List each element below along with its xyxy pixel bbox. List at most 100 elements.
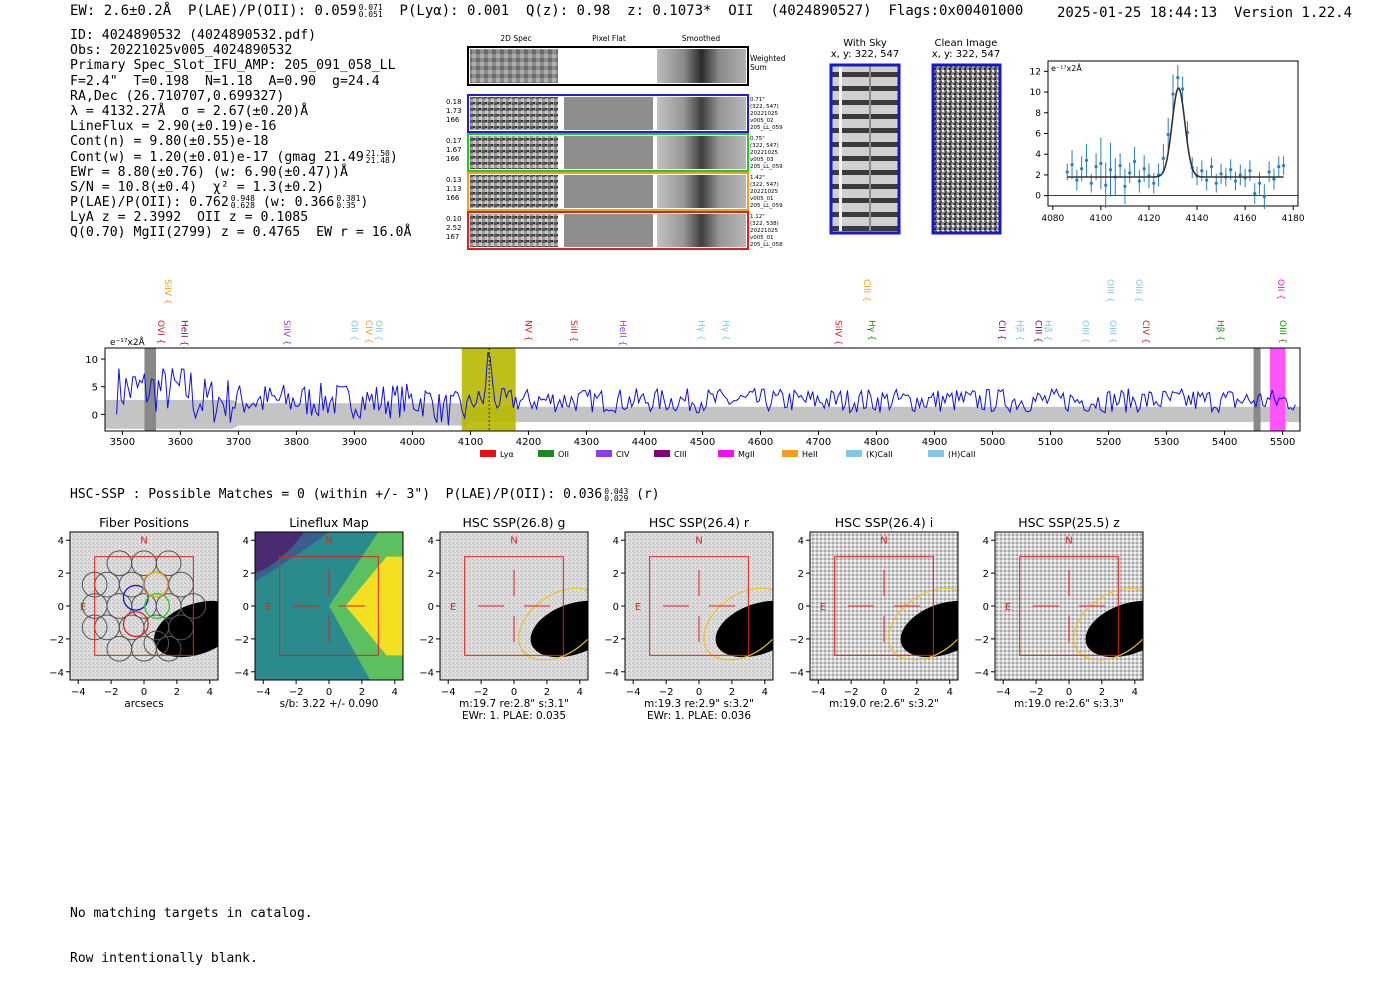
- zoom-xtick-label: 4080: [1041, 214, 1064, 224]
- cutout-2d-3: [470, 214, 558, 247]
- legend-swatch: [718, 450, 734, 457]
- cutout-meta-2-3: v005_01: [750, 196, 774, 202]
- cutout-meta-3-2: 20221025: [750, 228, 778, 234]
- zoom-ytick-label: 4: [1035, 150, 1041, 160]
- spec-xtick-label: 4600: [748, 437, 773, 448]
- zoom-point: [1089, 181, 1093, 185]
- cutout-meta-2-0: 1.42": [750, 175, 765, 181]
- zoom-point: [1132, 159, 1137, 164]
- clean-coords: x, y: 322, 547: [931, 49, 1001, 60]
- panel-ytick-label: −4: [419, 668, 434, 679]
- info-primary: Primary Spec_Slot_IFU_AMP: 205_091_058_L…: [70, 58, 396, 74]
- legend-label: CIII: [674, 450, 687, 459]
- weighted-label-1: Weighted: [750, 54, 786, 63]
- zoom-model-line: [1067, 87, 1284, 178]
- contw-text: Cont(w) = 1.20(±0.01)e-17 (gmag 21.49: [70, 149, 364, 165]
- spec-line-label: Hβ {: [1014, 320, 1024, 341]
- cutout-2d-2: [470, 175, 558, 208]
- zoom-point: [1080, 167, 1084, 171]
- panel-ytick-label: 0: [58, 602, 64, 613]
- weighted-2d: [470, 49, 558, 83]
- panel-ytick-label: 2: [798, 569, 804, 580]
- footer-line1: No matching targets in catalog.: [70, 906, 313, 921]
- spec-line-label: SiIV {: [281, 320, 291, 346]
- zoom-point: [1219, 172, 1223, 176]
- detect-id: (4024890527): [770, 3, 872, 19]
- cutout-meta-2-4: 205_LL_059: [750, 203, 783, 209]
- galaxy-ellipse: [518, 587, 588, 661]
- cutout-2d-1: [470, 136, 558, 169]
- info-contn: Cont(n) = 9.80(±0.55)e-18: [70, 134, 269, 150]
- cutout-meta-0-3: v005_02: [750, 118, 774, 124]
- header-line: EW: 2.6±0.2Å P(LAE)/P(OII): 0.059 0.071 0.…: [70, 3, 1023, 19]
- panel-title: HSC SSP(25.5) z: [1018, 515, 1120, 530]
- east-label: E: [450, 602, 456, 613]
- panel-ytick-label: 2: [613, 569, 619, 580]
- cutout-flat-0: [564, 97, 653, 130]
- legend-swatch: [846, 450, 862, 457]
- plae-hi: 0.071: [358, 3, 383, 12]
- panel-ytick-label: 0: [798, 602, 804, 613]
- panel-xtick-label: −4: [441, 687, 456, 698]
- info-lambda: λ = 4132.27Å σ = 2.67(±0.20)Å: [70, 103, 309, 119]
- zoom-point: [1152, 181, 1156, 185]
- zoom-point: [1214, 181, 1218, 185]
- spec-line-label: OVI {: [155, 320, 165, 344]
- spec-line-label: OIII {: [1107, 320, 1117, 344]
- panel-xtick-label: 2: [729, 687, 735, 698]
- full-spectrum-chart: 3500 3600 3700 3800 3900 4000 4100 4200 4300 4400…: [85, 279, 1301, 459]
- zoom-point: [1108, 168, 1113, 172]
- spec-line-label: CIV {: [363, 320, 373, 344]
- zoom-ytick-label: 6: [1035, 130, 1041, 140]
- spec-xtick-label: 4200: [516, 437, 541, 448]
- zoom-xtick-label: 4100: [1089, 214, 1112, 224]
- panel-image-1: [255, 532, 403, 680]
- panel-ytick-label: −2: [604, 635, 619, 646]
- panel-ytick-label: 4: [243, 536, 249, 547]
- fiber-circle: [155, 635, 182, 662]
- aperture-box: [94, 556, 194, 656]
- spec-xtick-label: 5500: [1270, 437, 1295, 448]
- cutout-val-1-0: 0.17: [446, 137, 462, 145]
- weighted-label-2: Sum: [750, 63, 767, 72]
- spec-line-label: Hβ {: [1042, 320, 1052, 341]
- zoom-point: [1075, 178, 1079, 182]
- panel-xtick-label: 0: [696, 687, 702, 698]
- line-name: OII: [728, 3, 754, 19]
- panel-xtick-label: 2: [544, 687, 550, 698]
- panel-caption: m:19.3 re:2.9" s:3.2": [644, 698, 754, 710]
- col-2dspec: 2D Spec: [500, 34, 531, 43]
- zoom-point: [1267, 170, 1271, 174]
- spec-xtick-label: 4300: [574, 437, 599, 448]
- cutout-meta-1-4: 205_LL_059: [750, 164, 783, 170]
- zoom-point: [1181, 87, 1185, 91]
- panel-ytick-label: 0: [243, 602, 249, 613]
- footer-line2: Row intentionally blank.: [70, 951, 258, 966]
- col-pixelflat: Pixel Flat: [592, 34, 626, 43]
- cutout-panel: 2D Spec Pixel Flat Smoothed Weighted Sum…: [446, 34, 786, 250]
- panel-xtick-label: −4: [996, 687, 1011, 698]
- north-label: N: [1065, 536, 1072, 547]
- zoom-point: [1248, 169, 1252, 173]
- panel-title: HSC SSP(26.8) g: [463, 515, 566, 530]
- hsc-band: (r): [636, 487, 660, 502]
- panel-title: Lineflux Map: [289, 515, 369, 530]
- zoom-point: [1233, 179, 1238, 183]
- spec-ytick-label: 0: [92, 410, 98, 421]
- zoom-point: [1229, 168, 1233, 172]
- zoom-point: [1166, 132, 1170, 137]
- aperture-box: [279, 556, 379, 656]
- cutout-meta-3-1: (322, 538): [750, 221, 779, 227]
- panel-ytick-label: 0: [983, 602, 989, 613]
- panel-caption2: EWr: 1. PLAE: 0.036: [647, 710, 751, 722]
- cutout-val-3-1: 2.52: [446, 224, 462, 232]
- panel-xtick-label: 4: [947, 687, 953, 698]
- info-radec: RA,Dec (26.710707,0.699327): [70, 88, 285, 104]
- zoom-point: [1118, 164, 1122, 168]
- contw-hi: 21.50: [365, 148, 390, 158]
- cutout-2d-0: [470, 97, 558, 130]
- zoom-xtick-label: 4140: [1186, 214, 1209, 224]
- spec-xtick-label: 4400: [632, 437, 657, 448]
- panel-ytick-label: 0: [428, 602, 434, 613]
